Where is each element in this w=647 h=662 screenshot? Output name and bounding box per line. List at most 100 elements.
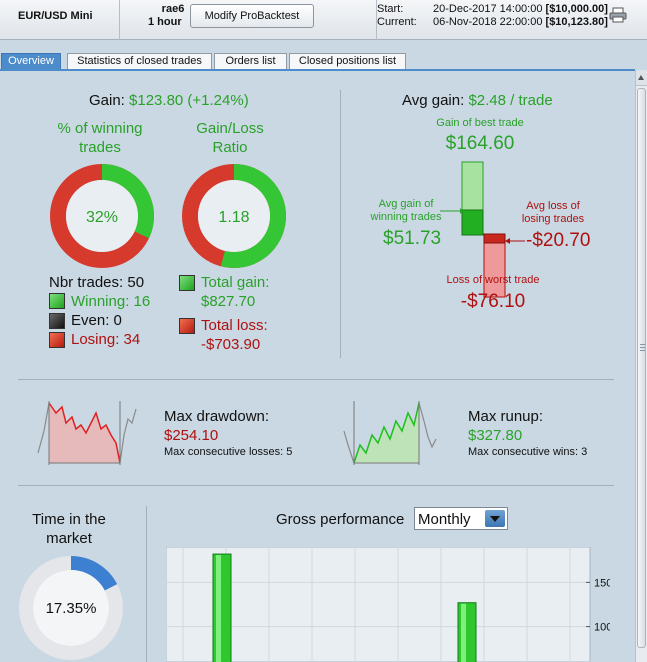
- chart-bar-highlight: [216, 555, 221, 662]
- ratio-donut: 1.18: [182, 164, 286, 268]
- timeframe: 1 hour: [148, 16, 182, 28]
- section-divider: [18, 379, 614, 380]
- ratio-title-line2: Ratio: [212, 139, 248, 156]
- avg-loss-losing-line1: Avg loss of: [526, 200, 580, 212]
- best-trade-value: $164.60: [445, 133, 515, 154]
- total-gain-label: Total gain:: [201, 274, 270, 291]
- start-date: 20-Dec-2017 14:00:00: [433, 3, 543, 15]
- tab-bar: Overview Statistics of closed trades Ord…: [0, 52, 647, 70]
- start-label: Start:: [377, 3, 404, 15]
- chevron-down-icon[interactable]: [485, 510, 505, 527]
- gain-row: Gain: $123.80 (+1.24%): [89, 92, 249, 109]
- chart-bars: [212, 553, 477, 662]
- runup-consecutive: Max consecutive wins: 3: [468, 446, 588, 458]
- tab-orders-list[interactable]: Orders list: [214, 53, 287, 70]
- total-loss-label: Total loss:: [201, 317, 268, 334]
- instrument-name: EUR/USD Mini: [18, 10, 93, 22]
- scroll-up-arrow-icon[interactable]: [636, 70, 647, 86]
- modify-probacktest-button[interactable]: Modify ProBacktest: [190, 4, 314, 28]
- nbr-trades: Nbr trades: 50: [49, 274, 145, 291]
- avg-gain-value: $2.48 / trade: [468, 92, 553, 109]
- current-date: 06-Nov-2018 22:00:00: [433, 16, 543, 28]
- start-value: 20-Dec-2017 14:00:00 [$10,000.00]: [433, 3, 608, 15]
- avg-loss-arrow-icon: [505, 238, 525, 244]
- winning-donut: 32%: [50, 164, 154, 268]
- ratio-title-line1: Gain/Loss: [196, 120, 264, 137]
- current-value: 06-Nov-2018 22:00:00 [$10,123.80]: [433, 16, 608, 28]
- system-name: rae6: [161, 3, 185, 15]
- printer-icon[interactable]: [609, 7, 627, 23]
- chart-y-ticks: 150 100: [586, 577, 610, 634]
- losing-count: Losing: 34: [71, 331, 141, 348]
- chart-bar: [212, 553, 232, 662]
- chart-bar-highlight: [461, 603, 466, 662]
- start-capital: [$10,000.00]: [545, 3, 608, 15]
- winning-title-line1: % of winning: [57, 120, 143, 137]
- runup-label: Max runup:: [468, 408, 544, 425]
- drawdown-consecutive: Max consecutive losses: 5: [164, 446, 293, 458]
- chart-vertical-grid: [182, 547, 571, 662]
- best-trade-label: Gain of best trade: [436, 117, 524, 129]
- winning-title-line2: trades: [79, 139, 121, 156]
- avg-gain-row: Avg gain: $2.48 / trade: [402, 92, 553, 109]
- period-select-value: Monthly: [418, 511, 471, 528]
- scrollbar-thumb[interactable]: [637, 88, 646, 648]
- chart-plot-area: [166, 547, 591, 662]
- gross-performance-chart: 150 100: [166, 547, 610, 662]
- total-loss-square-icon: [179, 318, 195, 334]
- avg-loss-losing-label: Avg loss of losing trades: [513, 200, 593, 226]
- runup-value: $327.80: [468, 427, 523, 444]
- drawdown-value: $254.10: [164, 427, 219, 444]
- avg-gain-label: Avg gain:: [402, 92, 465, 109]
- worst-trade-value: -$76.10: [460, 291, 526, 312]
- avg-gain-winning-line2: winning trades: [370, 211, 442, 223]
- even-square-icon: [49, 313, 65, 329]
- avg-loss-losing-line2: losing trades: [521, 213, 585, 225]
- ratio-value: 1.18: [218, 209, 249, 226]
- drawdown-label: Max drawdown:: [164, 408, 270, 425]
- market-title-line1: Time in the: [32, 511, 106, 528]
- ratio-title: Gain/Loss Ratio: [170, 119, 290, 157]
- period-select[interactable]: Monthly: [414, 507, 508, 530]
- total-gain-square-icon: [179, 275, 195, 291]
- gain-value: $123.80 (+1.24%): [129, 92, 249, 109]
- total-gain-value: $827.70: [201, 293, 256, 310]
- tab-underline: [0, 69, 635, 71]
- grip-line: [640, 350, 645, 351]
- section-divider: [340, 90, 341, 358]
- market-title-line2: market: [46, 530, 92, 547]
- gross-title: Gross performance: [276, 511, 405, 528]
- chart-bar: [457, 602, 477, 662]
- runup-sparkline: [343, 401, 437, 465]
- chart-y-tick-label: 100: [594, 622, 610, 634]
- gain-label: Gain:: [89, 92, 125, 109]
- section-divider: [146, 506, 147, 662]
- market-percent: 17.35%: [46, 600, 97, 617]
- tab-overview[interactable]: Overview: [1, 53, 61, 70]
- grip-line: [640, 347, 645, 348]
- instrument-cell: EUR/USD Mini: [0, 0, 120, 40]
- section-divider: [18, 485, 614, 486]
- tab-statistics-closed-trades[interactable]: Statistics of closed trades: [67, 53, 212, 70]
- header-bar: EUR/USD Mini rae6 1 hour Modify ProBackt…: [0, 0, 647, 40]
- tab-closed-positions-list[interactable]: Closed positions list: [289, 53, 406, 70]
- winning-title: % of winning trades: [40, 119, 160, 157]
- market-title: Time in the market: [14, 510, 124, 548]
- worst-trade-label: Loss of worst trade: [446, 274, 540, 286]
- grip-line: [640, 344, 645, 345]
- chart-y-tick-label: 150: [594, 577, 610, 589]
- losing-square-icon: [49, 332, 65, 348]
- avg-gain-loss-bars: [440, 161, 506, 298]
- winning-percent: 32%: [86, 209, 118, 226]
- winning-square-icon: [49, 293, 65, 309]
- avg-gain-winning-label: Avg gain of winning trades: [356, 198, 456, 224]
- avg-gain-winning-value: $51.73: [383, 228, 442, 249]
- winning-count: Winning: 16: [71, 293, 151, 310]
- even-count: Even: 0: [71, 312, 122, 329]
- market-donut: 17.35%: [19, 556, 123, 660]
- avg-gain-winning-line1: Avg gain of: [378, 198, 434, 210]
- chart-horizontal-grid: [166, 581, 590, 628]
- drawdown-sparkline: [37, 401, 137, 465]
- vertical-scrollbar[interactable]: [635, 70, 647, 662]
- avg-loss-losing-value: -$20.70: [526, 230, 591, 251]
